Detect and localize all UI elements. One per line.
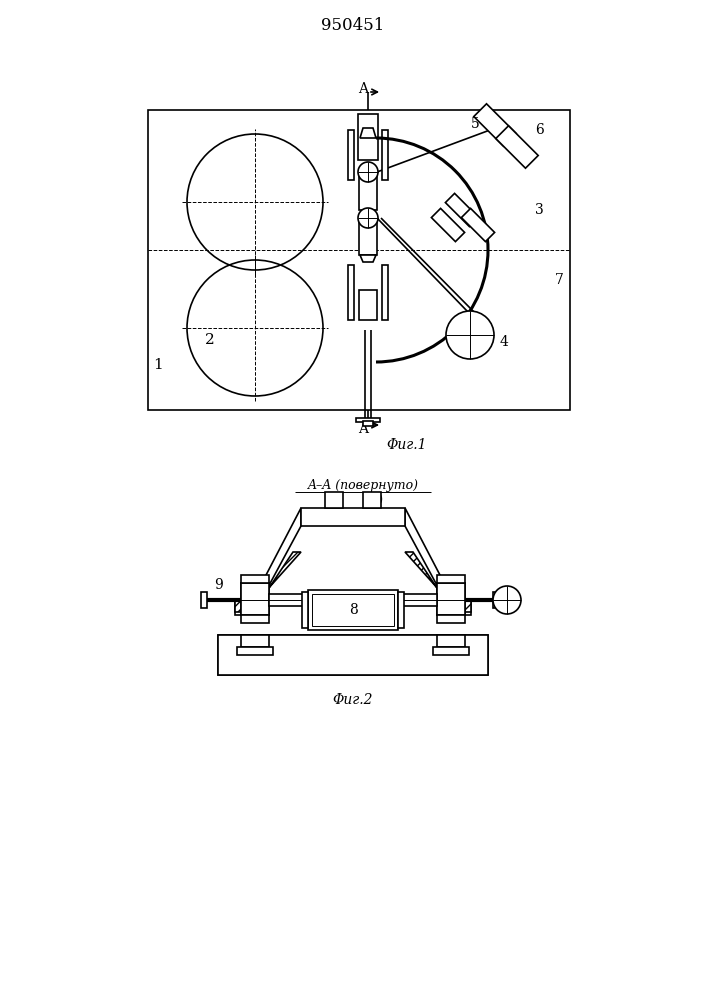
Polygon shape <box>462 208 495 242</box>
Bar <box>348 130 354 180</box>
Polygon shape <box>360 255 376 262</box>
Polygon shape <box>360 128 376 138</box>
Polygon shape <box>474 104 516 146</box>
Text: 10: 10 <box>367 493 383 506</box>
Bar <box>241 575 269 583</box>
Polygon shape <box>235 552 301 612</box>
Text: A: A <box>358 422 368 436</box>
Text: 8: 8 <box>349 603 357 617</box>
Circle shape <box>493 586 521 614</box>
Text: Φиг.1: Φиг.1 <box>386 438 426 452</box>
Bar <box>201 592 207 608</box>
Text: 950451: 950451 <box>321 16 385 33</box>
Bar <box>433 647 469 655</box>
Bar <box>269 594 437 606</box>
Bar <box>241 635 269 647</box>
Bar <box>437 583 465 615</box>
Text: 3: 3 <box>535 203 544 217</box>
Bar <box>302 592 308 628</box>
Bar <box>382 265 388 320</box>
Polygon shape <box>496 126 538 168</box>
Text: 5: 5 <box>472 117 480 131</box>
Bar <box>437 583 465 615</box>
Bar <box>148 110 570 410</box>
Polygon shape <box>445 193 479 227</box>
Polygon shape <box>431 208 464 242</box>
Bar <box>308 590 398 630</box>
Polygon shape <box>235 508 301 615</box>
Bar <box>363 421 373 426</box>
Text: A–A (повернуто): A–A (повернуто) <box>308 479 419 492</box>
Bar <box>325 492 343 508</box>
Bar <box>359 290 377 320</box>
Bar <box>363 492 381 508</box>
Bar <box>398 592 404 628</box>
Bar <box>437 575 465 583</box>
Circle shape <box>358 162 378 182</box>
Text: 1: 1 <box>153 358 163 372</box>
Text: Φиг.2: Φиг.2 <box>333 693 373 707</box>
Circle shape <box>446 311 494 359</box>
Bar <box>237 647 273 655</box>
Bar <box>312 594 394 626</box>
Bar <box>382 130 388 180</box>
Text: 9: 9 <box>214 578 223 592</box>
Bar <box>437 635 465 647</box>
Text: 7: 7 <box>555 273 564 287</box>
Polygon shape <box>405 508 471 615</box>
Bar <box>218 635 488 675</box>
Bar <box>359 172 377 210</box>
Bar <box>218 635 488 675</box>
Bar <box>241 583 269 615</box>
Bar <box>301 508 405 526</box>
Text: 4: 4 <box>500 335 509 349</box>
Bar <box>348 265 354 320</box>
Bar <box>358 114 378 160</box>
Bar <box>359 218 377 255</box>
Text: 6: 6 <box>535 123 544 137</box>
Text: A: A <box>358 82 368 96</box>
Bar <box>241 583 269 615</box>
Polygon shape <box>405 552 471 612</box>
Bar <box>241 615 269 623</box>
Bar <box>437 615 465 623</box>
Bar <box>493 592 507 608</box>
Bar <box>356 418 380 422</box>
Circle shape <box>358 208 378 228</box>
Text: 2: 2 <box>205 333 215 347</box>
